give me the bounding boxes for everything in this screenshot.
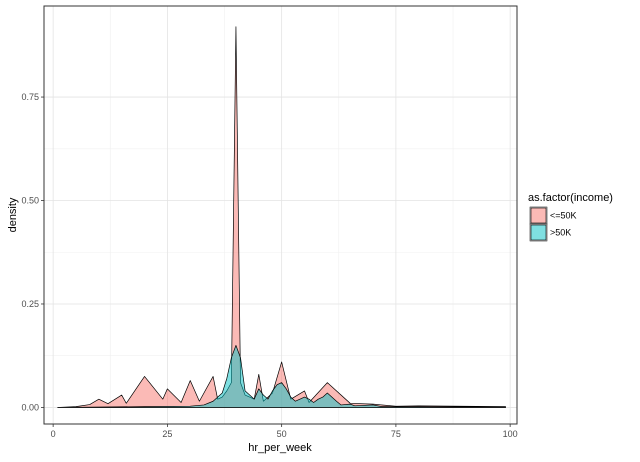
x-axis: 0 25 50 75 100 — [51, 424, 518, 439]
legend-title: as.factor(income) — [528, 192, 613, 204]
legend-label-le50k: <=50K — [550, 211, 577, 221]
density-area-gt50k — [57, 345, 506, 408]
x-tick-label: 25 — [162, 429, 172, 439]
panel-border — [43, 5, 518, 425]
legend-swatch-le50k — [530, 207, 547, 224]
legend: as.factor(income) <=50K >50K — [528, 192, 613, 242]
y-axis: 0.00 0.25 0.50 0.75 — [21, 92, 44, 412]
legend-label-gt50k: >50K — [550, 228, 571, 238]
x-tick-label: 75 — [391, 429, 401, 439]
x-axis-title: hr_per_week — [248, 442, 312, 454]
legend-swatch-gt50k — [530, 224, 547, 241]
x-tick-label: 100 — [503, 429, 518, 439]
density-series — [57, 26, 506, 408]
x-tick-label: 0 — [51, 429, 56, 439]
y-tick-label: 0.25 — [21, 299, 39, 309]
density-area-le50k — [57, 26, 506, 408]
panel-background — [44, 6, 517, 424]
y-tick-label: 0.75 — [21, 92, 39, 102]
minor-gridlines — [44, 6, 517, 424]
y-tick-label: 0.00 — [21, 402, 39, 412]
y-tick-label: 0.50 — [21, 196, 39, 206]
y-axis-title: density — [7, 197, 19, 232]
x-tick-label: 50 — [277, 429, 287, 439]
